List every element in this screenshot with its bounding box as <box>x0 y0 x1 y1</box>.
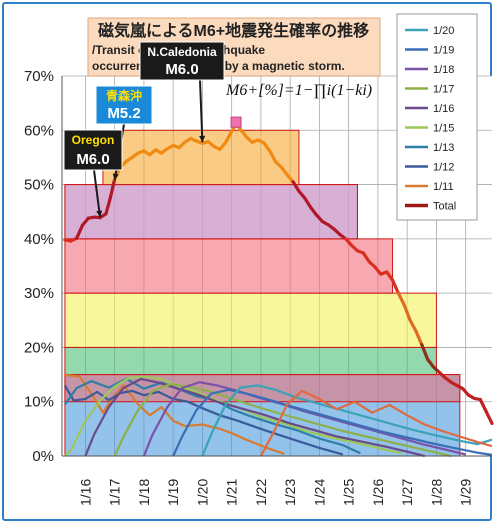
probability-band <box>64 346 437 376</box>
y-tick-label: 50% <box>24 177 54 194</box>
y-tick-label: 60% <box>24 122 54 139</box>
total-series-segment <box>262 141 272 153</box>
legend-label: 1/15 <box>433 123 454 135</box>
probability-formula: M6+[%]=1−∏i(1−ki) <box>225 82 372 99</box>
component-series-line <box>172 388 493 457</box>
x-tick-label: 1/26 <box>370 479 386 506</box>
x-tick-label: 1/29 <box>458 479 474 506</box>
annotation-arrowhead <box>96 210 103 218</box>
annotation-place: 青森沖 <box>106 88 142 103</box>
total-series-segment <box>414 329 424 347</box>
y-tick-label: 10% <box>24 394 54 411</box>
x-tick-label: 1/18 <box>136 479 152 506</box>
title-box: 磁気嵐によるM6+地震発生確率の推移 /Transit of the M6+ e… <box>87 17 381 77</box>
x-tick-label: 1/22 <box>253 479 269 506</box>
y-tick-label: 70% <box>24 68 54 85</box>
x-tick-label: 1/23 <box>282 479 298 506</box>
x-tick-label: 1/17 <box>107 479 123 506</box>
total-series-segment <box>303 196 313 209</box>
axis-layer: 0% 10% 20% 30% 40% 50% 60% 70% 1/16 1/17 1/18 1/19 1… <box>24 68 492 506</box>
probability-band <box>64 292 437 348</box>
y-tick-label: 20% <box>24 339 54 356</box>
legend: 1/20 1/19 1/18 1/17 1/16 1/15 1/13 1/12 1/11 Tota… <box>396 13 478 221</box>
total-series-segment <box>390 278 400 295</box>
total-series-segment <box>396 291 406 307</box>
total-series-segment <box>291 180 301 193</box>
annotation-magnitude: M6.0 <box>76 151 109 168</box>
component-series-line <box>64 373 285 455</box>
annotation-arrowhead <box>112 173 119 181</box>
annotation-box <box>95 85 153 125</box>
total-series-segment <box>484 409 494 426</box>
probability-band <box>64 238 394 294</box>
annotation-place: N.Caledonia <box>147 45 217 59</box>
annotation-place: Oregon <box>72 133 115 147</box>
total-series-segment <box>420 343 430 361</box>
annotation-box <box>63 129 123 171</box>
total-series-segment <box>224 129 234 144</box>
x-tick-label: 1/27 <box>399 479 415 506</box>
x-tick-label: 1/19 <box>165 479 181 506</box>
legend-label: 1/16 <box>433 103 454 115</box>
total-series-segment <box>104 196 112 216</box>
total-series-segment <box>361 251 371 264</box>
total-series-segment <box>478 397 488 414</box>
total-series-segment <box>108 177 117 200</box>
component-series-line <box>201 384 493 457</box>
total-series-segment <box>268 149 278 164</box>
legend-label: 1/11 <box>433 181 454 193</box>
legend-label: 1/13 <box>433 142 454 154</box>
x-tick-label: 1/16 <box>77 479 93 506</box>
component-series-line <box>64 377 361 455</box>
total-series-segment <box>402 303 412 322</box>
y-tick-label: 30% <box>24 285 54 302</box>
x-tick-label: 1/28 <box>428 479 444 506</box>
annotation-arrow <box>199 79 204 143</box>
legend-label: 1/12 <box>433 162 454 174</box>
total-series-layer <box>63 116 494 426</box>
annotation-arrow <box>93 169 102 218</box>
component-series-layer <box>63 373 493 458</box>
legend-label: 1/17 <box>433 84 454 96</box>
legend-label: 1/19 <box>433 45 454 57</box>
total-series-segment <box>385 270 395 282</box>
title-background <box>87 17 381 77</box>
component-series-line <box>64 375 402 457</box>
y-tick-label: 40% <box>24 231 54 248</box>
component-series-line <box>63 384 344 456</box>
y-tick-label: 0% <box>32 448 54 465</box>
component-series-line <box>84 377 425 458</box>
x-tick-label: 1/25 <box>341 479 357 506</box>
component-series-line <box>113 383 452 458</box>
legend-label: Total <box>433 201 456 213</box>
total-series-segment <box>408 318 418 333</box>
legend-label: 1/20 <box>433 25 454 37</box>
annotation-magnitude: M6.0 <box>165 61 198 78</box>
annotation-layer: N.Caledonia M6.0 青森沖 M5.2 Oregon M6.0 <box>63 41 225 218</box>
annotation-magnitude: M5.2 <box>107 105 140 122</box>
annotation-arrowhead <box>199 135 206 143</box>
probability-band <box>64 184 358 240</box>
x-tick-label: 1/24 <box>311 479 327 506</box>
annotation-box <box>139 41 225 81</box>
band-layer <box>64 129 461 457</box>
peak-marker <box>230 116 242 128</box>
legend-label: 1/18 <box>433 64 454 76</box>
component-series-line <box>259 389 493 457</box>
chart-title: 磁気嵐によるM6+地震発生確率の推移 <box>98 21 369 40</box>
x-tick-label: 1/20 <box>194 479 210 506</box>
x-tick-label: 1/21 <box>224 479 240 506</box>
total-series-segment <box>75 223 85 240</box>
